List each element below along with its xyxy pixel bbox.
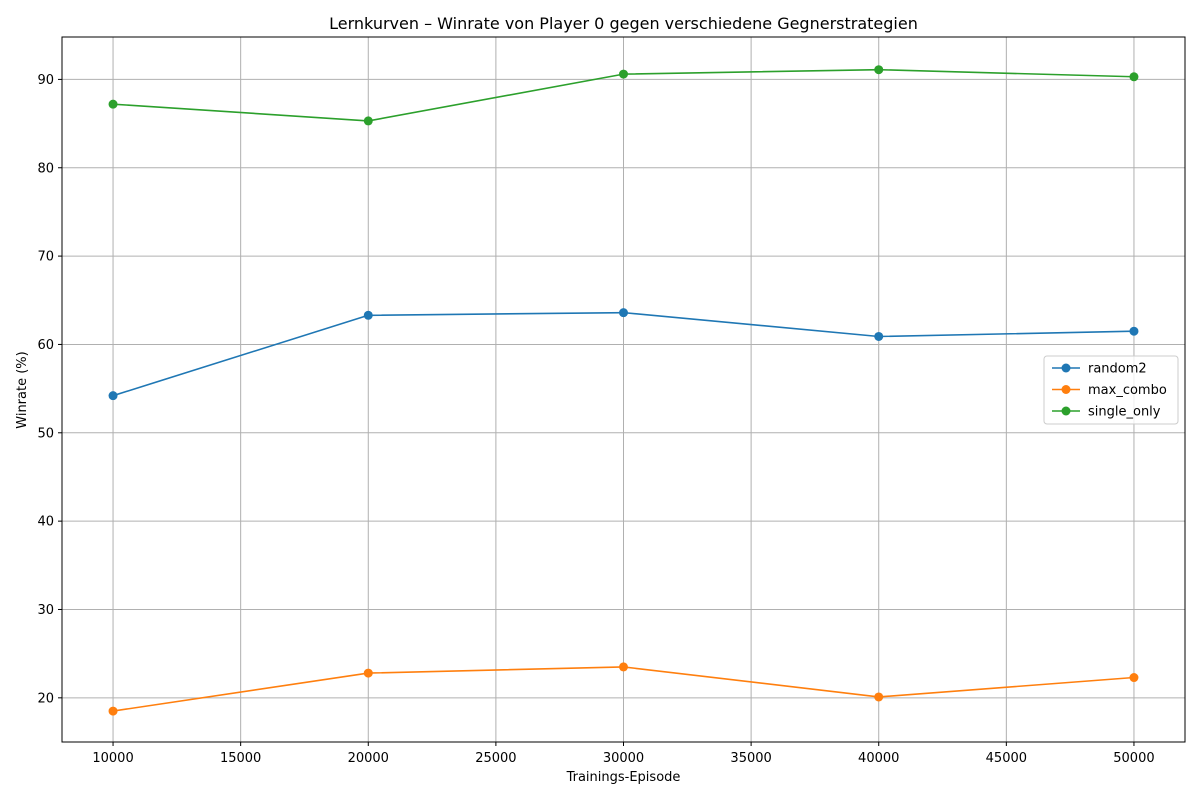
- legend-item-random2: random2: [1052, 362, 1147, 377]
- legend-marker: [1061, 406, 1071, 416]
- data-point: [874, 65, 884, 75]
- data-point: [874, 331, 884, 341]
- series-single_only: [108, 65, 1139, 126]
- y-tick-label: 50: [37, 426, 54, 441]
- x-tick-label: 45000: [986, 751, 1027, 766]
- data-point: [363, 310, 373, 320]
- x-tick-label: 25000: [475, 751, 516, 766]
- y-tick-label: 40: [37, 515, 54, 530]
- plot-series: [108, 65, 1139, 716]
- legend-marker: [1061, 363, 1071, 373]
- data-point: [1129, 72, 1139, 82]
- x-tick-label: 10000: [92, 751, 133, 766]
- axis-ticks: 10000 15000 20000 25000 30000 35000 40000 45000…: [37, 73, 1154, 766]
- x-tick-label: 50000: [1113, 751, 1154, 766]
- data-point: [619, 662, 628, 672]
- legend-box: [1043, 355, 1179, 425]
- chart-title: Lernkurven – Winrate von Player 0 gegen …: [329, 14, 918, 33]
- legend-marker: [1061, 385, 1071, 394]
- data-point: [108, 391, 118, 401]
- data-point: [1129, 673, 1139, 683]
- series-max_combo: [108, 662, 1139, 716]
- data-point: [874, 692, 884, 702]
- legend-label: random2: [1088, 362, 1147, 377]
- y-tick-label: 30: [37, 603, 54, 618]
- x-tick-label: 35000: [730, 751, 771, 766]
- legend: random2 max_combo single_only: [1043, 355, 1179, 425]
- series-random2: [108, 308, 1139, 401]
- x-tick-label: 15000: [220, 751, 261, 766]
- y-tick-label: 90: [37, 73, 54, 88]
- data-point: [108, 99, 118, 109]
- x-axis-title: Trainings-Episode: [566, 770, 681, 785]
- data-point: [108, 706, 118, 716]
- x-tick-label: 30000: [603, 751, 644, 766]
- data-point: [619, 69, 628, 79]
- legend-item-max_combo: max_combo: [1052, 383, 1167, 398]
- data-point: [619, 308, 628, 318]
- x-tick-label: 40000: [858, 751, 899, 766]
- data-point: [1129, 326, 1139, 336]
- data-point: [363, 668, 373, 678]
- y-tick-label: 70: [37, 250, 54, 265]
- legend-label: single_only: [1088, 405, 1161, 420]
- x-tick-label: 20000: [348, 751, 389, 766]
- legend-item-single_only: single_only: [1052, 405, 1161, 420]
- y-axis-title: Winrate (%): [15, 351, 30, 428]
- legend-label: max_combo: [1088, 383, 1167, 398]
- grid: [62, 37, 1185, 742]
- y-tick-label: 80: [37, 161, 54, 176]
- y-tick-label: 60: [37, 338, 54, 353]
- y-tick-label: 20: [37, 691, 54, 706]
- data-point: [363, 116, 373, 126]
